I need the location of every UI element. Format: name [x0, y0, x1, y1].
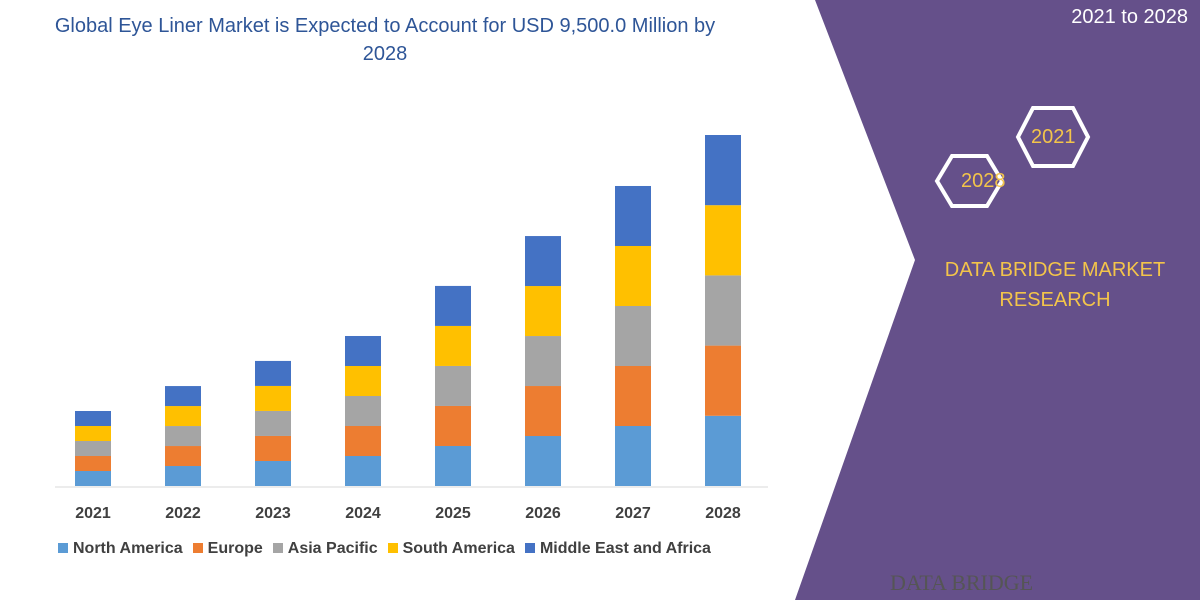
x-tick-label: 2021	[75, 505, 111, 522]
bar-2025-4	[435, 285, 471, 326]
bar-2028-0	[705, 415, 741, 486]
bar-2022-1	[165, 446, 201, 467]
legend: North America Europe Asia Pacific South Ame…	[58, 540, 711, 558]
bar-2024-0	[345, 455, 381, 486]
bar-2026-0	[525, 436, 561, 486]
brand-text: DATA BRIDGE MARKET RESEARCH	[944, 259, 1166, 311]
bar-2024-4	[345, 335, 381, 366]
bar-2022-4	[165, 386, 201, 407]
bar-2021-1	[75, 455, 111, 471]
bar-2025-0	[435, 445, 471, 486]
legend-item: North America	[58, 540, 183, 558]
bar-2022-3	[165, 406, 201, 427]
bar-2022-2	[165, 426, 201, 447]
bar-2022-0	[165, 466, 201, 486]
hexagon-2021	[1015, 106, 1091, 168]
hex-label-2028: 2028	[961, 170, 1006, 192]
legend-item: Asia Pacific	[272, 540, 378, 558]
legend-label: South America	[402, 540, 515, 557]
bar-2023-3	[255, 385, 291, 411]
legend-label: North America	[73, 540, 183, 557]
x-tick-label: 2026	[525, 505, 561, 522]
chart-title: Global Eye Liner Market is Expected to A…	[54, 15, 716, 65]
side-panel	[795, 0, 1200, 600]
bar-2024-3	[345, 365, 381, 396]
logo: DATA BRIDGE	[890, 570, 1034, 595]
bar-2023-1	[255, 435, 291, 461]
bar-2023-4	[255, 360, 291, 386]
bar-2027-4	[615, 185, 651, 246]
x-tick-label: 2022	[165, 505, 201, 522]
bar-2027-0	[615, 425, 651, 486]
bar-2026-2	[525, 336, 561, 387]
bar-2021-2	[75, 440, 111, 456]
legend-swatch	[272, 543, 283, 553]
hexagon-2028	[934, 154, 1005, 208]
bar-2027-1	[615, 365, 651, 426]
bar-2026-1	[525, 386, 561, 437]
bar-2026-3	[525, 286, 561, 337]
legend-label: Asia Pacific	[287, 540, 378, 557]
legend-item: Middle East and Africa	[524, 540, 711, 558]
bar-2021-3	[75, 425, 111, 441]
hex-label-2021: 2021	[1031, 126, 1076, 148]
legend-swatch	[387, 543, 398, 553]
bar-2028-2	[705, 275, 741, 346]
x-tick-label: 2024	[345, 505, 381, 522]
bar-2025-2	[435, 365, 471, 406]
legend-item: Europe	[192, 540, 263, 558]
x-tick-label: 2025	[435, 505, 471, 522]
legend-swatch	[524, 543, 535, 553]
x-tick-label: 2028	[705, 505, 741, 522]
bar-2026-4	[525, 236, 561, 287]
bar-2028-4	[705, 135, 741, 206]
bar-2024-2	[345, 395, 381, 426]
bar-2027-3	[615, 245, 651, 306]
x-tick-label: 2027	[615, 505, 651, 522]
legend-swatch	[58, 543, 68, 553]
bar-2021-4	[75, 410, 111, 426]
period-text: 2021 to 2028	[1071, 6, 1188, 28]
legend-label: Middle East and Africa	[539, 540, 711, 557]
bar-2025-1	[435, 405, 471, 446]
legend-swatch	[192, 543, 203, 553]
x-tick-label: 2023	[255, 505, 291, 522]
legend-label: Europe	[207, 540, 263, 557]
legend-item: South America	[387, 540, 515, 558]
bar-2028-1	[705, 345, 741, 416]
bar-2025-3	[435, 325, 471, 366]
bar-2021-0	[75, 470, 111, 486]
bar-2023-0	[255, 460, 291, 486]
bar-2027-2	[615, 305, 651, 366]
bar-2023-2	[255, 410, 291, 436]
bar-2028-3	[705, 205, 741, 276]
bar-2024-1	[345, 425, 381, 456]
